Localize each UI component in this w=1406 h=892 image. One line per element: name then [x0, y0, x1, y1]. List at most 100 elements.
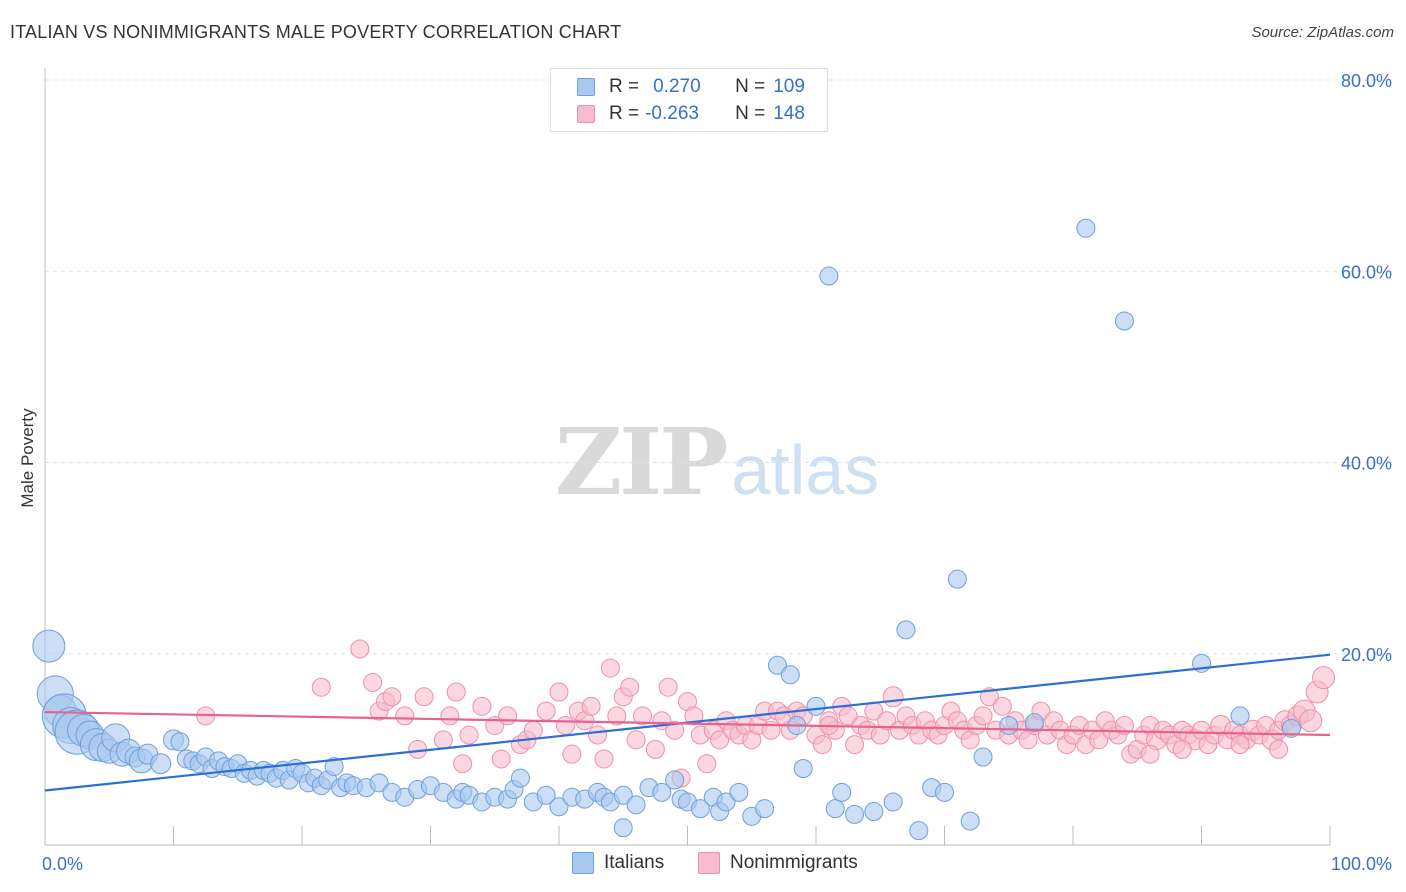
nonimmigrants-point: [1172, 739, 1192, 759]
italians-point: [973, 747, 993, 767]
x-tick-label: 100.0%: [1331, 854, 1392, 874]
legend: Italians Nonimmigrants: [0, 852, 1406, 878]
italians-point: [324, 757, 344, 777]
italians-point: [935, 782, 954, 802]
italians-r-value: 0.270: [653, 76, 701, 97]
italians-point: [825, 799, 845, 819]
italians-point: [999, 715, 1019, 735]
y-tick-label: 80.0%: [1341, 71, 1392, 91]
nonimmigrants-point: [645, 739, 665, 759]
italians-point: [170, 732, 190, 752]
italians-point: [767, 655, 787, 675]
nonimmigrants-point: [498, 706, 518, 726]
italians-point: [832, 782, 852, 802]
y-tick-label: 40.0%: [1341, 454, 1392, 474]
nonimmigrants-point: [491, 749, 511, 769]
legend-item-nonimmigrants[interactable]: Nonimmigrants: [698, 852, 858, 874]
nonimmigrants-point: [882, 686, 904, 708]
stats-box: R = 0.270 N = 109 R = -0.263 N = 148: [550, 68, 828, 132]
italians-point: [626, 795, 646, 815]
nonimmigrants-point: [311, 677, 331, 697]
nonimmigrants-point: [665, 720, 685, 740]
nonimmigrants-trend-line: [44, 710, 1331, 737]
italians-point: [32, 629, 66, 663]
nonimmigrants-point: [594, 749, 614, 769]
italians-point: [864, 802, 884, 822]
r-label: R =: [609, 103, 640, 124]
legend-italians-label: Italians: [604, 852, 665, 873]
legend-item-italians[interactable]: Italians: [572, 852, 664, 874]
nonimmigrants-swatch: [577, 105, 595, 123]
italians-point: [909, 821, 929, 841]
italians-n-value: 109: [773, 76, 805, 97]
n-label: N =: [735, 76, 766, 97]
italians-point: [510, 768, 530, 788]
nonimmigrants-point: [658, 677, 678, 697]
y-axis-label: Male Poverty: [18, 408, 37, 508]
nonimmigrants-point: [453, 754, 473, 774]
nonimmigrants-point: [549, 682, 569, 702]
nonimmigrants-point: [472, 696, 492, 716]
italians-point: [806, 696, 826, 716]
nonimmigrants-point: [588, 725, 608, 745]
chart-title: ITALIAN VS NONIMMIGRANTS MALE POVERTY CO…: [10, 22, 622, 42]
italians-point: [665, 770, 685, 790]
italians-point: [845, 804, 865, 824]
nonimmigrants-r-value: -0.263: [645, 103, 699, 124]
italians-point: [690, 799, 710, 819]
italians-swatch: [577, 78, 595, 96]
nonimmigrants-n-value: 148: [773, 103, 805, 124]
italians-point: [896, 620, 916, 640]
nonimmigrants-point: [446, 682, 466, 702]
nonimmigrants-point: [459, 725, 479, 745]
italians-point: [780, 665, 800, 685]
nonimmigrants-point: [877, 711, 897, 731]
italians-point: [755, 799, 775, 819]
r-label: R =: [609, 76, 640, 97]
stats-row-italians: R = 0.270 N = 109: [551, 74, 805, 100]
nonimmigrants-point: [1312, 666, 1336, 690]
nonimmigrants-point: [382, 687, 402, 707]
nonimmigrants-point: [600, 658, 620, 678]
italians-point: [1024, 713, 1044, 733]
nonimmigrants-point: [523, 720, 543, 740]
nonimmigrants-point: [973, 706, 993, 726]
italians-points: [32, 218, 1301, 841]
tick-labels: 20.0% 40.0% 60.0% 80.0% 0.0% 100.0%: [42, 71, 1392, 874]
nonimmigrants-point: [1299, 709, 1323, 733]
nonimmigrants-point: [555, 715, 575, 735]
nonimmigrants-point: [363, 672, 383, 692]
italians-point: [819, 266, 839, 286]
nonimmigrants-point: [350, 639, 370, 659]
nonimmigrants-point: [812, 735, 832, 755]
nonimmigrants-point: [845, 735, 865, 755]
italians-point: [947, 569, 967, 589]
nonimmigrants-point: [440, 706, 460, 726]
n-label: N =: [735, 103, 766, 124]
nonimmigrants-point: [562, 744, 582, 764]
y-tick-label: 20.0%: [1341, 645, 1392, 665]
nonimmigrants-point: [433, 730, 453, 750]
italians-point: [1076, 218, 1096, 238]
source-label: Source: ZipAtlas.com: [1251, 24, 1394, 41]
trend-lines: [44, 653, 1331, 792]
italians-point: [960, 811, 980, 831]
italians-point: [613, 785, 633, 805]
nonimmigrants-point: [1140, 744, 1160, 764]
nonimmigrants-point: [697, 754, 717, 774]
nonimmigrants-point: [581, 696, 601, 716]
italians-point: [150, 753, 172, 775]
nonimmigrants-point: [710, 730, 730, 750]
nonimmigrants-point: [1269, 739, 1289, 759]
y-tick-label: 60.0%: [1341, 262, 1392, 282]
italians-point: [1281, 718, 1301, 738]
italians-point: [716, 792, 736, 812]
italians-point: [549, 797, 569, 817]
italians-point: [536, 785, 556, 805]
italians-point: [1114, 311, 1134, 331]
nonimmigrants-point: [395, 706, 415, 726]
legend-nonimmigrants-label: Nonimmigrants: [730, 852, 858, 873]
nonimmigrants-points: [196, 639, 1336, 788]
nonimmigrants-point: [979, 687, 999, 707]
